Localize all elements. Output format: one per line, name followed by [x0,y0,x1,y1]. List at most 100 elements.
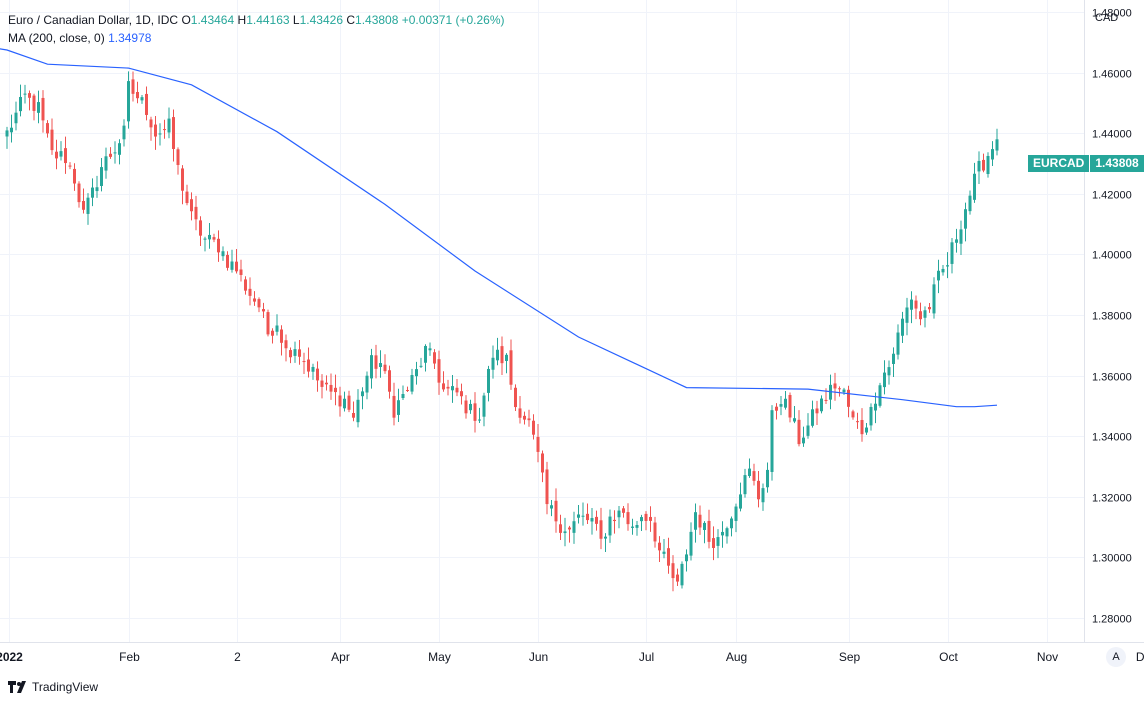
candle-body [158,133,162,135]
candle-body [869,406,873,426]
candle-body [185,191,189,204]
candle-body [329,384,333,392]
candle-body [833,383,837,389]
candle-body [388,370,391,392]
candle-body [784,398,787,408]
candle-body [59,151,63,157]
auto-scale-button[interactable]: A [1106,647,1126,667]
candle-body [118,143,121,155]
candle-body [91,187,94,198]
candle-body [658,542,661,551]
candle-body [523,415,526,420]
candle-body [820,398,823,412]
candle-body [622,508,625,513]
price-tick-label: 1.36000 [1092,372,1132,384]
candle-body [280,329,283,343]
candle-body [181,168,184,191]
candle-body [316,368,319,381]
candle-body [806,425,810,436]
ma-series [0,48,998,408]
candle-body [802,437,805,444]
candle-body [212,237,216,240]
candle-body [932,284,936,314]
candle-body [739,494,742,509]
time-tick-label: Aug [726,650,747,664]
candle-body [428,348,432,351]
currency-label: CAD [1095,12,1119,24]
candle-body [437,359,441,383]
candle-body [334,387,337,393]
candle-body [694,512,697,530]
candle-body [352,412,355,418]
candle-body [653,522,657,542]
price-axis[interactable]: 1.48000 1.46000 1.44000 1.42000 1.40000 1.380… [1092,8,1132,626]
price-tick-label: 1.42000 [1092,190,1132,202]
candle-body [734,506,738,521]
candle-body [100,167,103,186]
candle-body [406,389,409,391]
candle-body [275,325,279,332]
candle-body [968,195,972,212]
candle-body [226,254,229,268]
candle-body [284,340,288,349]
legend-low-label: L [292,13,300,27]
candle-body [500,346,504,364]
candle-body [779,404,783,407]
candle-body [32,95,36,111]
candle-body [460,391,463,397]
candle-body [959,229,963,244]
legend-change: +0.00371 (+0.26%) [401,13,505,27]
candle-body [217,238,220,253]
candle-body [757,480,760,500]
candle-body [68,165,72,167]
candle-body [509,350,513,385]
candle-body [482,395,486,417]
candle-body [469,403,472,411]
candle-body [464,400,468,414]
candle-body [644,513,648,521]
candle-body [248,288,252,296]
candle-body [28,93,31,98]
candle-body [383,364,387,372]
candle-body [752,471,756,481]
candle-body [410,375,414,392]
candle-body [725,528,729,537]
candle-body [680,563,684,586]
time-tick-label: Sep [839,650,861,664]
candle-body [761,488,765,503]
candle-body [478,419,481,421]
candle-body [424,345,427,363]
candle-body [775,406,778,411]
candle-body [626,512,630,525]
candle-body [235,261,238,272]
candle-body [257,299,261,308]
candle-body [973,173,976,200]
candle-body [662,551,666,554]
candle-body [199,220,202,236]
candle-body [676,574,679,582]
candle-body [95,187,99,192]
candle-body [442,383,445,390]
price-tick-label: 1.38000 [1092,311,1132,323]
candle-body [320,380,324,387]
candle-body [10,127,13,133]
candle-body [671,563,675,579]
candle-body [878,385,882,406]
footer-branding[interactable]: TradingView [8,680,98,694]
price-tag-symbol: EURCAD [1028,155,1091,172]
candle-body [77,183,81,203]
candle-body [131,79,135,94]
candle-body [343,398,346,409]
candle-body [599,520,603,539]
candle-body [163,129,166,131]
ma-label[interactable]: MA (200, close, 0) [8,31,105,45]
candle-body [19,96,22,112]
time-axis[interactable]: 2022Feb2AprMayJunJulAugSepOctNovDec2023 [0,650,1144,664]
legend-high-label: H [237,13,247,27]
candle-body [991,149,994,160]
candle-body [986,155,990,175]
candle-body [253,298,256,302]
candle-body [716,537,720,546]
candle-body [923,310,927,318]
